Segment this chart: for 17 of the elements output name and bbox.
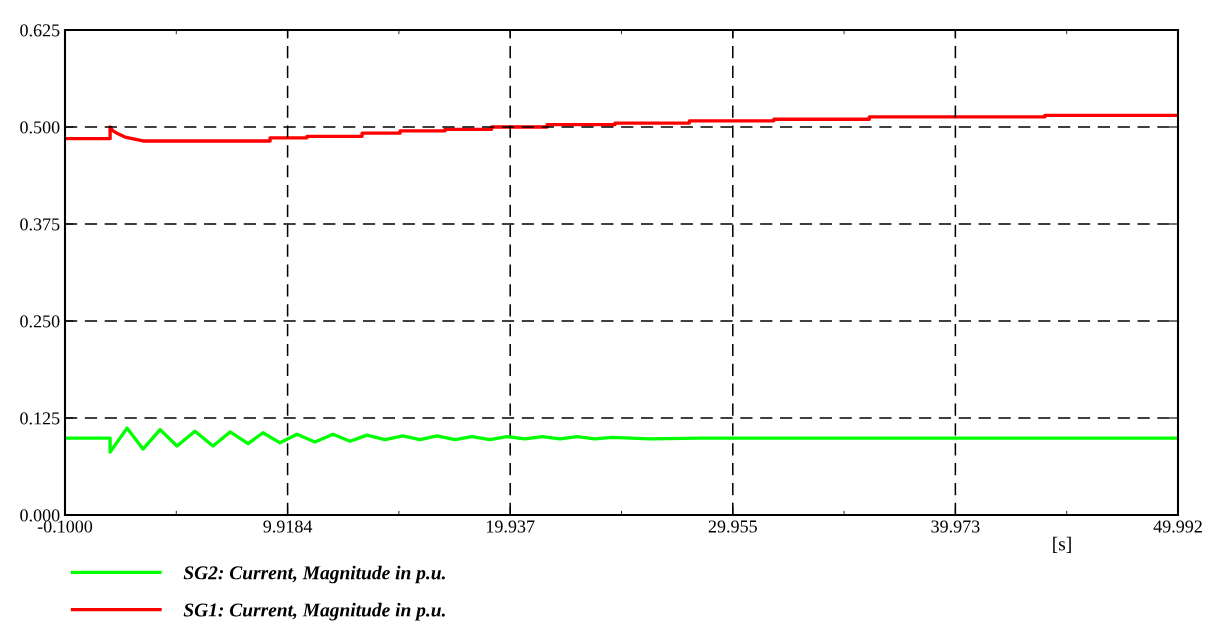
line-series bbox=[65, 426, 1178, 454]
legend-label: SG1: Current, Magnitude in p.u. bbox=[183, 602, 445, 621]
x-tick-label: 39.973 bbox=[931, 520, 980, 533]
y-tick-label: 0.500 bbox=[20, 121, 60, 134]
y-tick-label: 0.375 bbox=[20, 218, 60, 231]
x-tick-label: 19.937 bbox=[486, 520, 535, 533]
x-tick-label: 29.955 bbox=[708, 520, 757, 533]
y-tick-label: 0.250 bbox=[20, 315, 60, 328]
y-tick-label: 0.125 bbox=[20, 412, 60, 425]
y-tick-label: 0.625 bbox=[20, 24, 60, 37]
line-series bbox=[65, 113, 1178, 143]
x-tick-label: 49.992 bbox=[1153, 520, 1202, 533]
x-tick-label: -0.1000 bbox=[37, 520, 93, 533]
x-axis-title: [s] bbox=[1053, 536, 1071, 553]
legend-label: SG2: Current, Magnitude in p.u. bbox=[183, 565, 445, 584]
x-tick-label: 9.9184 bbox=[263, 520, 313, 533]
y-tick-label: 0.000 bbox=[20, 509, 60, 522]
